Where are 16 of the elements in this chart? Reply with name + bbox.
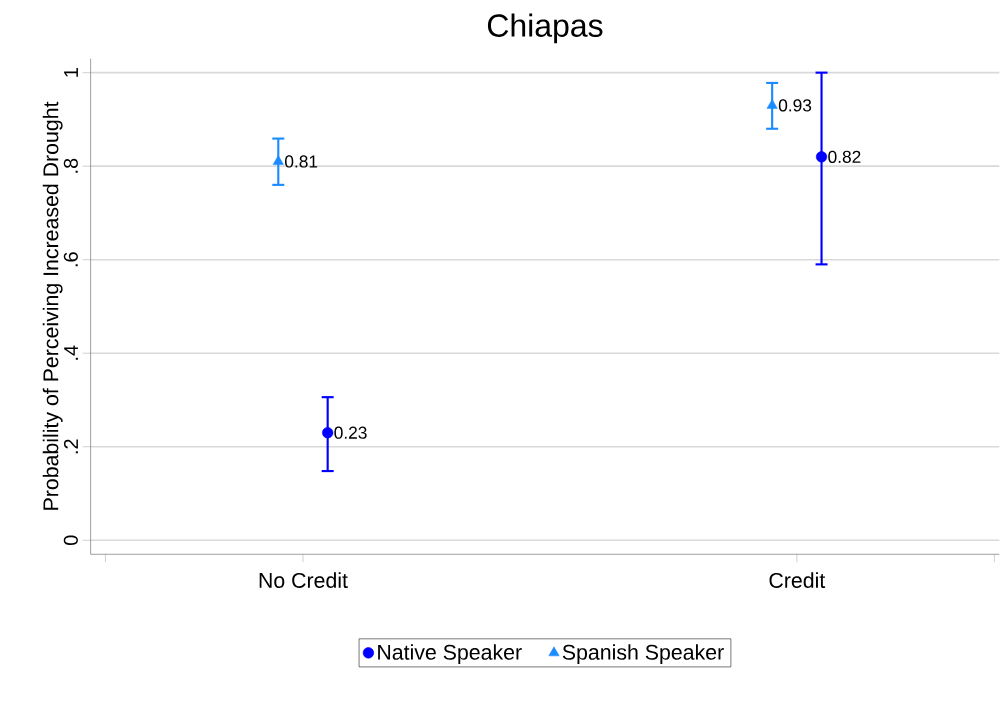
legend-label: Native Speaker [378, 644, 522, 665]
data-label: 0.23 [334, 426, 367, 439]
chart-title: Chiapas [487, 13, 603, 44]
y-tick-label: 1 [64, 68, 78, 77]
data-label: 0.93 [778, 99, 812, 112]
y-tick-label: .4 [64, 345, 78, 360]
y-tick-label: 0 [63, 535, 78, 546]
y-tick-label: .6 [63, 252, 78, 267]
data-label: 0.81 [284, 155, 318, 168]
y-tick-label: .2 [63, 439, 78, 454]
x-tick-label: Credit [769, 572, 826, 589]
y-tick-label: .8 [63, 158, 78, 173]
data-label: 0.82 [828, 150, 861, 164]
y-axis-title: Probability of Perceiving Increased Drought [42, 101, 63, 510]
legend-label: Spanish Speaker [562, 644, 724, 665]
x-tick-label: No Credit [259, 572, 348, 589]
